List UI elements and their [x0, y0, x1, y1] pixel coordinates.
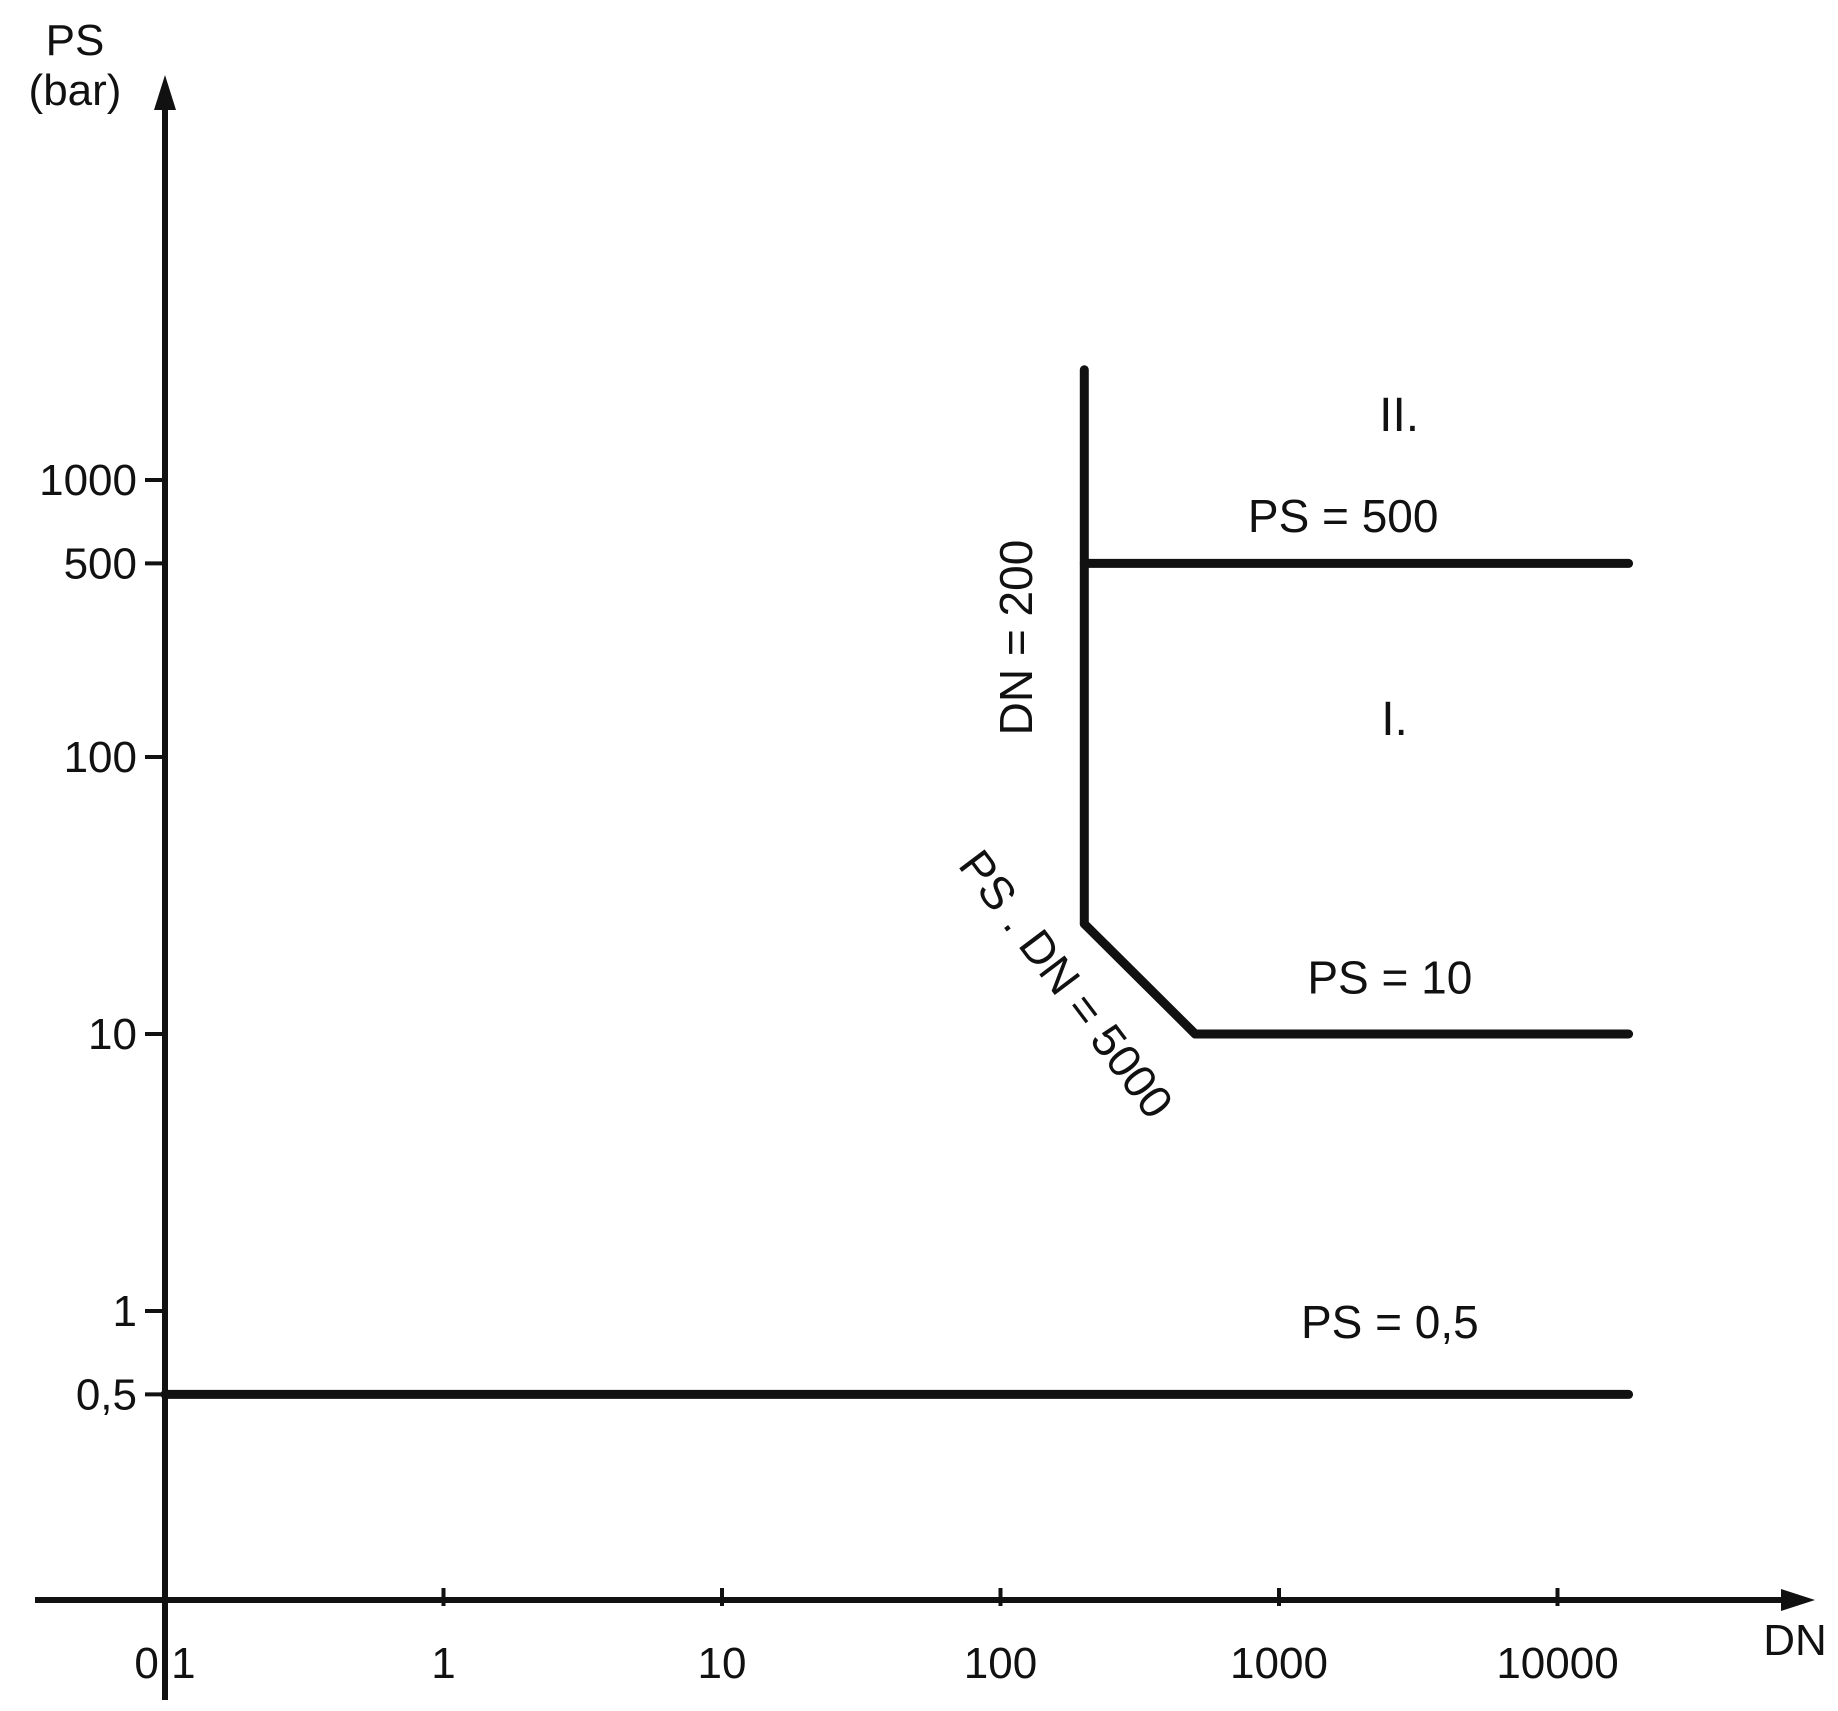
- x-tick-label: 0,1: [134, 1639, 195, 1688]
- y-tick-label: 500: [64, 539, 137, 588]
- x-tick-label: 10: [698, 1639, 747, 1688]
- y-tick-label: 1: [113, 1287, 137, 1336]
- axes: DN PS(bar): [29, 16, 1827, 1700]
- x-axis-title: DN: [1763, 1616, 1827, 1665]
- line-annotation: PS = 500: [1248, 490, 1439, 542]
- series-lines: [160, 365, 1634, 1399]
- x-tick-label: 1000: [1230, 1639, 1328, 1688]
- y-tick-label: 1000: [39, 456, 137, 505]
- y-tick-label: 100: [64, 733, 137, 782]
- region-label: I.: [1381, 693, 1408, 746]
- y-tick-label: 0,5: [76, 1370, 137, 1419]
- region-label: II.: [1379, 389, 1419, 442]
- line-annotation: DN = 200: [990, 540, 1042, 736]
- y-axis-title-line2: (bar): [29, 66, 122, 115]
- line-annotation: PS = 0,5: [1301, 1296, 1479, 1348]
- ticks: 0,1 1 10 100 1000 10000 0,5 1 10 100 500 1000: [39, 456, 1619, 1688]
- x-tick-label: 10000: [1496, 1639, 1618, 1688]
- line-ps-dn-5000: [1079, 919, 1200, 1039]
- y-tick-label: 10: [88, 1010, 137, 1059]
- x-axis-arrow-icon: [1781, 1589, 1815, 1611]
- x-tick-label: 100: [964, 1639, 1037, 1688]
- y-axis-title-line1: PS: [46, 16, 105, 65]
- y-axis-arrow-icon: [154, 75, 176, 110]
- x-tick-label: 1: [431, 1639, 455, 1688]
- line-annotation: PS = 10: [1307, 952, 1472, 1004]
